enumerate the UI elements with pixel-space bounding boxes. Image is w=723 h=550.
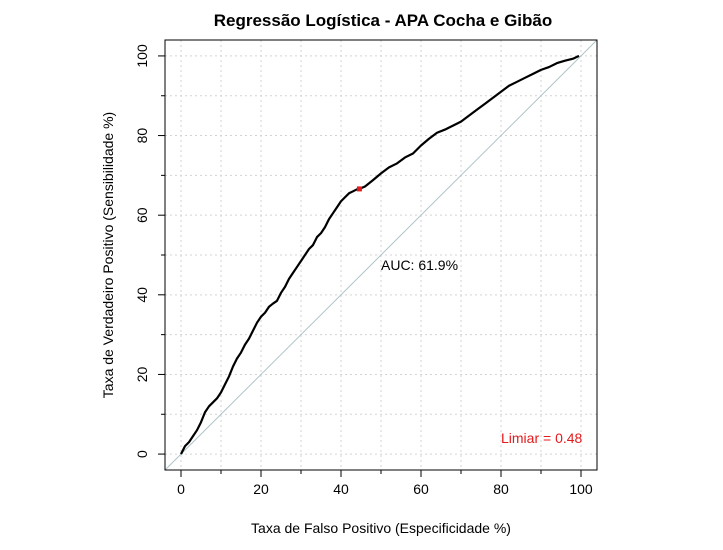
reference-diagonal [164,39,598,471]
grid [165,40,597,470]
y-tick-label: 80 [134,128,150,144]
y-tick-label: 20 [134,366,150,382]
y-tick-label: 60 [134,207,150,223]
x-tick-label: 0 [177,481,185,497]
x-axis: 0 20 40 60 80 100 [177,469,593,497]
x-tick-label: 80 [493,481,509,497]
chart-title: Regressão Logística - APA Cocha e Gibão [214,11,553,30]
roc-curve-layer [180,54,580,455]
chart-annotation: Limiar = 0.48 [501,430,583,446]
y-axis-label: Taxa de Verdadeiro Positivo (Sensibilida… [100,112,116,398]
annotations: AUC: 61.9% Limiar = 0.48 [381,257,583,446]
x-tick-label: 40 [333,481,349,497]
y-tick-label: 40 [134,287,150,303]
y-tick-label: 100 [134,44,150,68]
chance-line [164,39,598,471]
roc-curve [180,54,580,455]
y-axis: 0 20 40 60 80 100 [134,44,166,458]
x-tick-label: 60 [413,481,429,497]
x-tick-label: 100 [569,481,593,497]
y-tick-label: 0 [134,450,150,458]
x-tick-label: 20 [253,481,269,497]
x-axis-label: Taxa de Falso Positivo (Especificidade %… [251,520,511,536]
threshold-point-layer [356,186,362,192]
chart-annotation: AUC: 61.9% [381,257,458,273]
threshold-point [356,186,362,192]
